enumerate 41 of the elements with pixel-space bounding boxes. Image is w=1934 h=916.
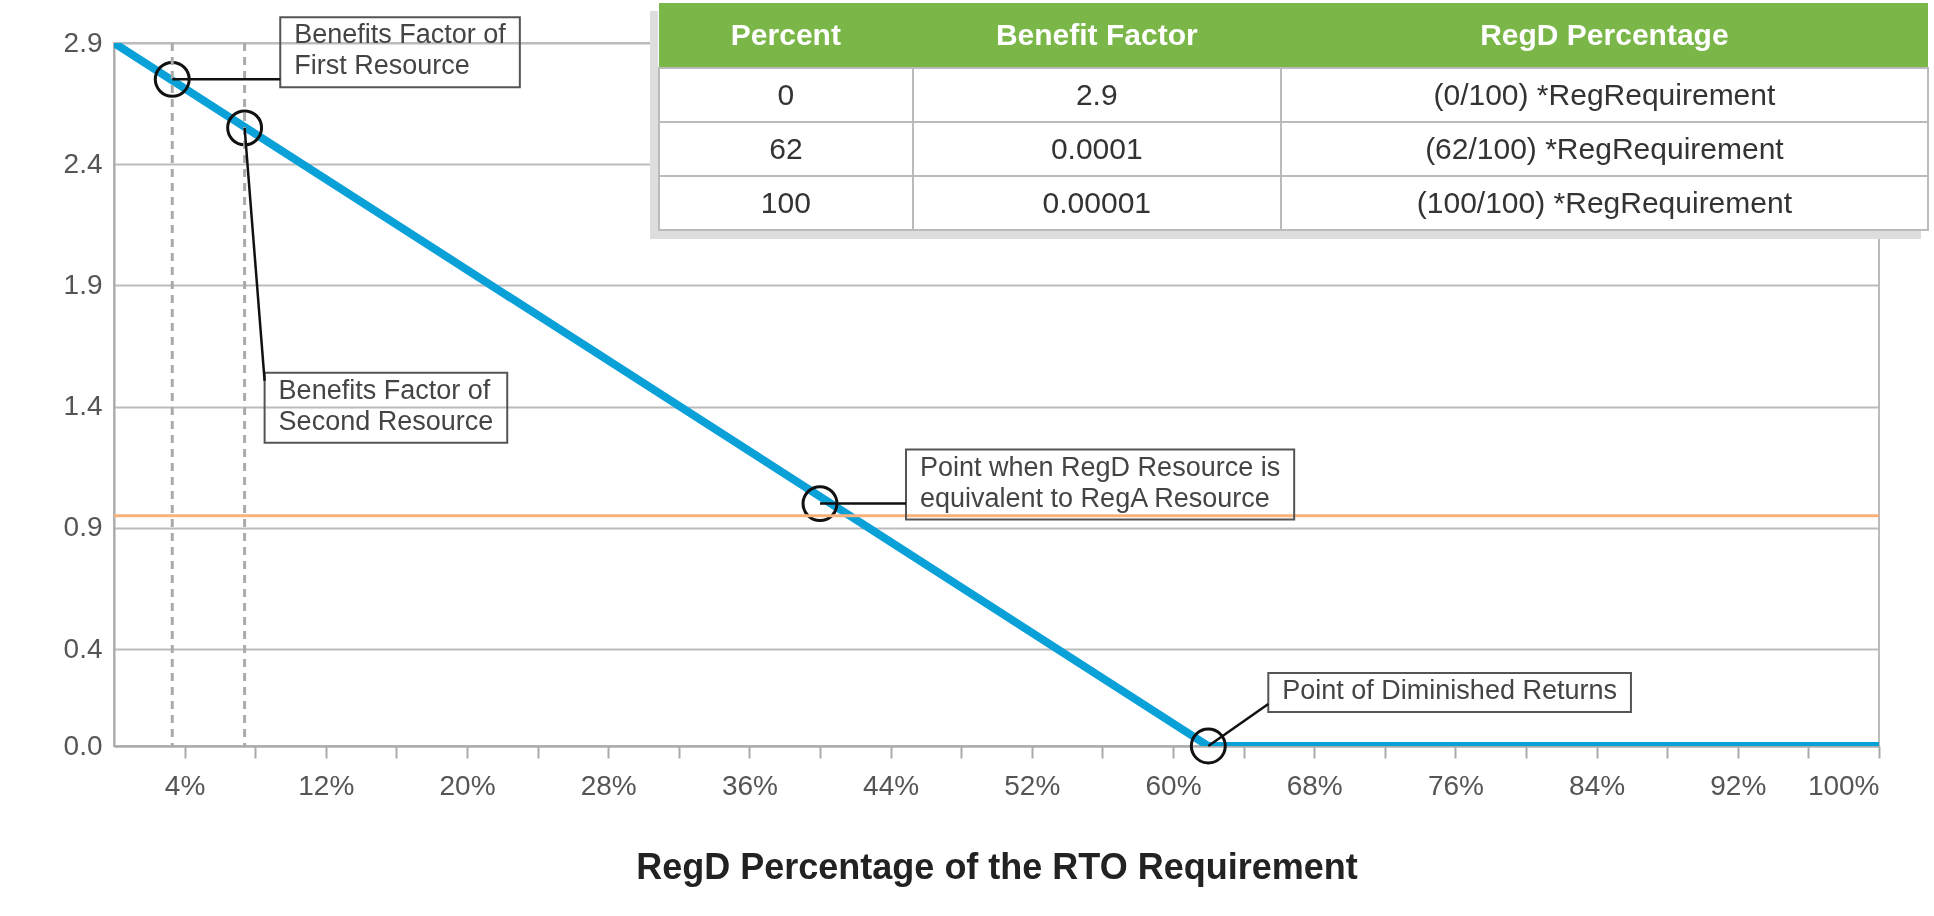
x-tick-label: 36%	[721, 769, 778, 801]
x-tick-label: 52%	[1004, 769, 1061, 801]
y-tick-label: 1.4	[63, 390, 103, 422]
annotation: Point of Diminished Returns	[1282, 675, 1617, 705]
x-tick-label: 76%	[1427, 769, 1484, 801]
annotation: 2.9	[912, 68, 1281, 122]
y-tick-label: 0.0	[63, 729, 103, 761]
x-tick-label: 4%	[164, 769, 206, 801]
annotation: 0	[659, 68, 913, 122]
point	[153, 60, 191, 98]
x-tick-label: 60%	[1145, 769, 1202, 801]
annotation: (62/100) *RegRequirement	[1280, 122, 1928, 176]
category-label: Percent	[659, 3, 913, 68]
annotation: 0.00001	[912, 176, 1281, 230]
annotation: (0/100) *RegRequirement	[1280, 68, 1928, 122]
x-axis-title: RegD Percentage of the RTO Requirement	[636, 845, 1358, 887]
point	[1189, 727, 1227, 765]
y-tick-label: 2.9	[63, 26, 103, 58]
annotation: Point when RegD Resource is equivalent to RegA Resource	[920, 451, 1281, 513]
x-tick-label: 44%	[863, 769, 920, 801]
y-tick-label: 0.4	[63, 632, 103, 664]
y-tick-label: 2.4	[63, 147, 103, 179]
x-tick-label: 28%	[580, 769, 637, 801]
point	[226, 109, 264, 147]
x-tick-label: 92%	[1710, 769, 1767, 801]
x-tick-label: 12%	[298, 769, 355, 801]
annotation: 62	[659, 122, 913, 176]
annotation: Benefits Factor of Second Resource	[278, 374, 494, 436]
category-label: RegD Percentage	[1280, 3, 1928, 68]
x-tick-label: 20%	[439, 769, 496, 801]
x-tick-label: 68%	[1286, 769, 1343, 801]
annotation: Benefits Factor of First Resource	[294, 19, 507, 81]
point	[801, 485, 839, 523]
annotation: 0.0001	[912, 122, 1281, 176]
x-tick-label: 100%	[1807, 769, 1880, 801]
y-tick-label: 0.9	[63, 511, 103, 543]
y-tick-label: 1.9	[63, 268, 103, 300]
x-tick-label: 84%	[1569, 769, 1626, 801]
annotation: 100	[659, 176, 913, 230]
category-label: Benefit Factor	[912, 3, 1281, 68]
annotation: (100/100) *RegRequirement	[1280, 176, 1928, 230]
